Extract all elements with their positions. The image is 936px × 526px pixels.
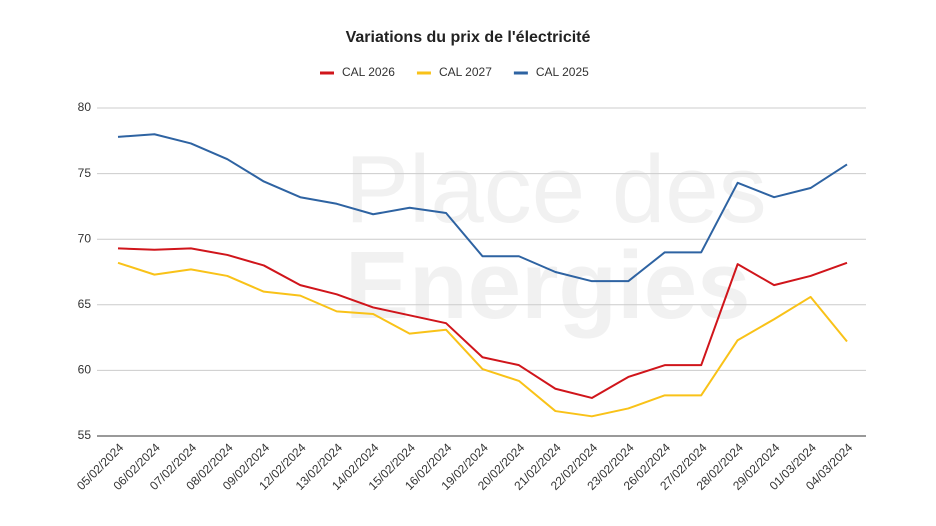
series-line — [117, 247, 848, 399]
chart-title: Variations du prix de l'électricité — [346, 29, 591, 46]
series-line — [117, 133, 848, 283]
watermark: Place des — [345, 136, 767, 243]
legend-label: CAL 2026 — [342, 65, 395, 79]
y-tick-label: 70 — [78, 231, 92, 245]
y-tick-label: 65 — [78, 297, 92, 311]
series-line — [117, 261, 848, 418]
legend-label: CAL 2027 — [439, 65, 492, 79]
legend-label: CAL 2025 — [536, 65, 589, 79]
y-tick-label: 60 — [78, 363, 92, 377]
y-tick-label: 75 — [78, 166, 92, 180]
y-tick-label: 80 — [78, 100, 92, 114]
watermark: Energies — [345, 232, 751, 339]
y-tick-label: 55 — [78, 428, 92, 442]
